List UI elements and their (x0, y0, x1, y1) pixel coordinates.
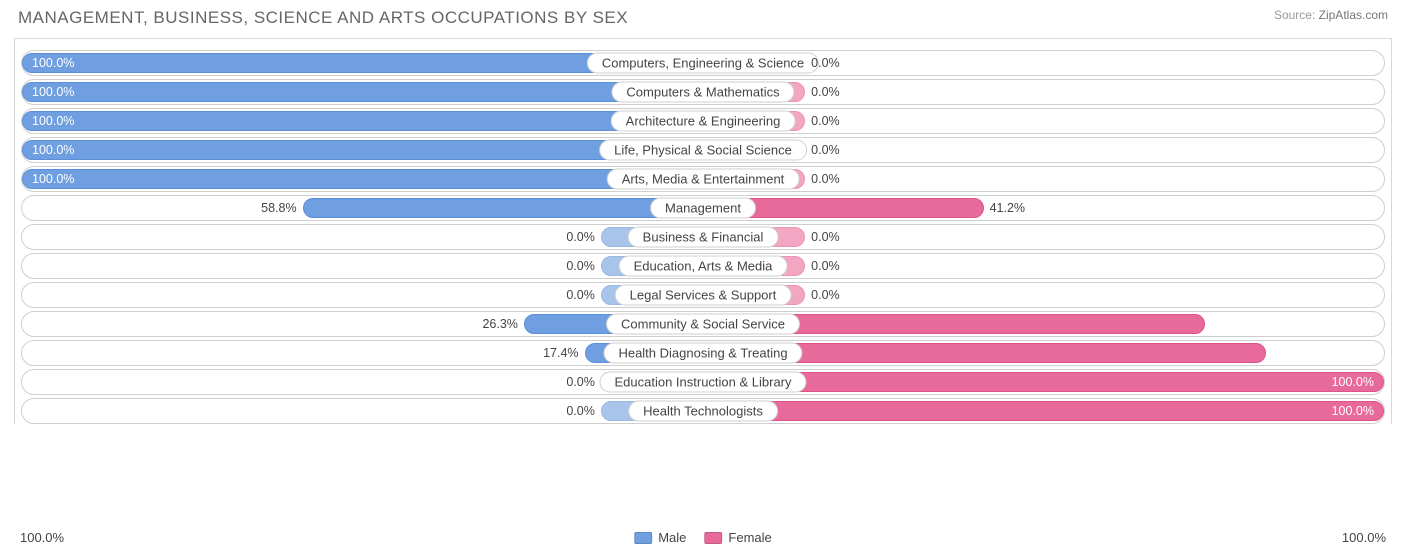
source-value: ZipAtlas.com (1319, 8, 1388, 22)
chart-area: Computers, Engineering & Science 100.0% 0.… (14, 38, 1392, 424)
male-swatch-icon (634, 532, 652, 544)
chart-title: MANAGEMENT, BUSINESS, SCIENCE AND ARTS O… (18, 8, 628, 28)
male-bar (22, 111, 703, 131)
row-track: Arts, Media & Entertainment 100.0% 0.0% (21, 166, 1385, 192)
female-swatch-icon (704, 532, 722, 544)
male-bar (22, 82, 703, 102)
chart-row: Life, Physical & Social Science 100.0% 0.0… (21, 137, 1385, 163)
legend-male: Male (634, 530, 686, 545)
male-value-label: 100.0% (32, 172, 74, 186)
category-label: Legal Services & Support (615, 285, 792, 306)
male-bar (22, 169, 703, 189)
chart-row: Health Technologists 0.0% 100.0% (21, 398, 1385, 424)
row-track: Computers & Mathematics 100.0% 0.0% (21, 79, 1385, 105)
category-label: Community & Social Service (606, 314, 800, 335)
category-label: Health Diagnosing & Treating (603, 343, 802, 364)
category-label: Computers, Engineering & Science (587, 53, 819, 74)
category-label: Life, Physical & Social Science (599, 140, 807, 161)
legend-male-label: Male (658, 530, 686, 545)
chart-row: Computers & Mathematics 100.0% 0.0% (21, 79, 1385, 105)
male-value-label: 58.8% (261, 201, 296, 215)
chart-row: Health Diagnosing & Treating 17.4% 82.6% (21, 340, 1385, 366)
female-value-label: 0.0% (811, 172, 840, 186)
row-track: Legal Services & Support 0.0% 0.0% (21, 282, 1385, 308)
row-track: Business & Financial 0.0% 0.0% (21, 224, 1385, 250)
category-label: Education, Arts & Media (619, 256, 788, 277)
female-value-label: 0.0% (811, 288, 840, 302)
row-track: Community & Social Service 26.3% 73.7% (21, 311, 1385, 337)
legend-female: Female (704, 530, 771, 545)
female-value-label: 82.6% (1339, 346, 1374, 360)
male-value-label: 0.0% (566, 375, 595, 389)
male-value-label: 17.4% (543, 346, 578, 360)
category-label: Business & Financial (628, 227, 779, 248)
chart-header: MANAGEMENT, BUSINESS, SCIENCE AND ARTS O… (0, 0, 1406, 32)
female-value-label: 0.0% (811, 143, 840, 157)
row-track: Health Diagnosing & Treating 17.4% 82.6% (21, 340, 1385, 366)
chart-footer: 100.0% Male Female 100.0% (14, 530, 1392, 545)
chart-row: Architecture & Engineering 100.0% 0.0% (21, 108, 1385, 134)
female-value-label: 0.0% (811, 56, 840, 70)
row-track: Health Technologists 0.0% 100.0% (21, 398, 1385, 424)
category-label: Architecture & Engineering (611, 111, 796, 132)
category-label: Health Technologists (628, 401, 778, 422)
chart-row: Legal Services & Support 0.0% 0.0% (21, 282, 1385, 308)
female-value-label: 0.0% (811, 259, 840, 273)
row-track: Life, Physical & Social Science 100.0% 0.0… (21, 137, 1385, 163)
chart-row: Community & Social Service 26.3% 73.7% (21, 311, 1385, 337)
chart-row: Management 58.8% 41.2% (21, 195, 1385, 221)
male-value-label: 100.0% (32, 143, 74, 157)
row-track: Management 58.8% 41.2% (21, 195, 1385, 221)
source-attribution: Source: ZipAtlas.com (1274, 8, 1388, 22)
female-bar (703, 401, 1384, 421)
chart-row: Computers, Engineering & Science 100.0% 0.… (21, 50, 1385, 76)
row-track: Architecture & Engineering 100.0% 0.0% (21, 108, 1385, 134)
row-track: Education Instruction & Library 0.0% 100.0… (21, 369, 1385, 395)
female-value-label: 73.7% (1339, 317, 1374, 331)
category-label: Arts, Media & Entertainment (607, 169, 800, 190)
axis-left-label: 100.0% (14, 530, 703, 545)
chart-row: Education, Arts & Media 0.0% 0.0% (21, 253, 1385, 279)
male-value-label: 100.0% (32, 56, 74, 70)
female-value-label: 0.0% (811, 114, 840, 128)
category-label: Education Instruction & Library (599, 372, 806, 393)
legend-female-label: Female (728, 530, 771, 545)
female-value-label: 0.0% (811, 85, 840, 99)
chart-row: Arts, Media & Entertainment 100.0% 0.0% (21, 166, 1385, 192)
row-track: Education, Arts & Media 0.0% 0.0% (21, 253, 1385, 279)
category-label: Management (650, 198, 756, 219)
male-value-label: 26.3% (482, 317, 517, 331)
female-value-label: 41.2% (990, 201, 1025, 215)
axis-right-label: 100.0% (703, 530, 1392, 545)
chart-row: Education Instruction & Library 0.0% 100.0… (21, 369, 1385, 395)
male-bar (303, 198, 703, 218)
chart-row: Business & Financial 0.0% 0.0% (21, 224, 1385, 250)
source-label: Source: (1274, 8, 1315, 22)
male-value-label: 0.0% (566, 404, 595, 418)
female-value-label: 100.0% (1332, 404, 1374, 418)
female-value-label: 0.0% (811, 230, 840, 244)
row-track: Computers, Engineering & Science 100.0% 0.… (21, 50, 1385, 76)
male-value-label: 0.0% (566, 288, 595, 302)
male-value-label: 0.0% (566, 230, 595, 244)
male-value-label: 100.0% (32, 114, 74, 128)
chart-rows: Computers, Engineering & Science 100.0% 0.… (15, 50, 1391, 424)
male-value-label: 100.0% (32, 85, 74, 99)
male-value-label: 0.0% (566, 259, 595, 273)
category-label: Computers & Mathematics (611, 82, 794, 103)
legend: Male Female (634, 530, 772, 545)
female-value-label: 100.0% (1332, 375, 1374, 389)
